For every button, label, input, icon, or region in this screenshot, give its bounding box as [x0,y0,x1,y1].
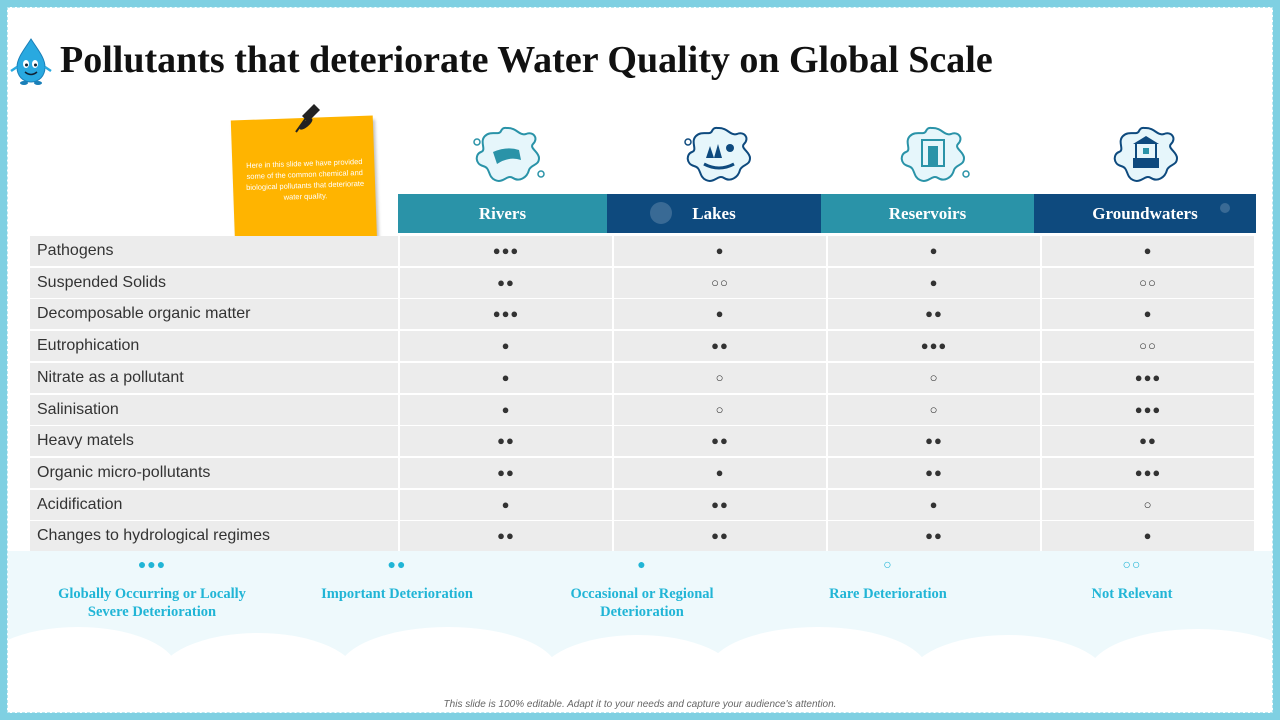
legend-item: ● Occasional or Regional Deterioration [527,555,757,621]
row-label: Heavy matels [30,426,398,457]
column-header-rivers: Rivers [398,194,607,233]
legend-band [8,551,1272,663]
legend-label: Not Relevant [1091,586,1173,602]
rating-cell: ● [1042,521,1254,552]
rating-cell: ●● [400,426,612,457]
legend-symbol: ●● [387,558,407,573]
rating-cell: ○ [828,362,1040,393]
row-label: Pathogens [30,236,398,266]
rating-cell: ● [614,236,826,266]
legend-symbol: ○ [883,558,893,573]
rating-cell: ●●● [400,299,612,330]
rating-cell: ● [614,457,826,488]
lake-icon [680,122,758,190]
row-label: Decomposable organic matter [30,299,398,330]
rating-cell: ● [828,489,1040,520]
rating-cell: ○ [828,394,1040,425]
rating-cell: ● [828,236,1040,266]
column-header-lakes: Lakes [607,194,821,233]
reservoir-icon [894,122,972,190]
water-drop-mascot-icon [10,38,52,85]
river-icon [469,122,547,190]
legend-item: ●● Important Deterioration [282,555,512,603]
rating-cell: ●●● [1042,362,1254,393]
rating-cell: ●● [828,426,1040,457]
rating-cell: ○○ [1042,267,1254,298]
well-icon [1107,122,1185,190]
rating-cell: ● [1042,236,1254,266]
rating-cell: ○ [614,362,826,393]
rating-cell: ○○ [1042,331,1254,362]
rating-cell: ● [400,331,612,362]
rating-cell: ●● [614,489,826,520]
rating-cell: ● [400,362,612,393]
rating-cell: ●● [614,331,826,362]
rating-cell: ●● [614,521,826,552]
rating-cell: ● [400,394,612,425]
pushpin-icon [295,104,320,133]
row-label: Organic micro-pollutants [30,457,398,488]
rating-cell: ●● [828,457,1040,488]
rating-cell: ● [1042,299,1254,330]
row-label: Salinisation [30,394,398,425]
rating-cell: ○○ [614,267,826,298]
row-label: Suspended Solids [30,267,398,298]
rating-cell: ●●● [828,331,1040,362]
legend-label: Rare Deterioration [829,586,947,602]
rating-cell: ●●● [1042,457,1254,488]
sticky-note-text: Here in this slide we have provided some… [245,156,365,202]
rating-cell: ●●● [400,236,612,266]
page-title: Pollutants that deteriorate Water Qualit… [60,39,993,81]
row-label: Eutrophication [30,331,398,362]
rating-cell: ●● [828,521,1040,552]
decorative-bubble [650,202,672,224]
legend-item: ●●● Globally Occurring or Locally Severe … [37,555,267,621]
footer-note: This slide is 100% editable. Adapt it to… [443,699,837,710]
legend-symbol: ○○ [1122,558,1142,573]
legend-item: ○○ Not Relevant [1017,555,1247,603]
decorative-bubble [1220,203,1230,213]
rating-cell: ●●● [1042,394,1254,425]
rating-cell: ●● [1042,426,1254,457]
rating-cell: ● [828,267,1040,298]
rating-cell: ● [614,299,826,330]
rating-cell: ● [400,489,612,520]
column-header-reservoirs: Reservoirs [821,194,1034,233]
legend-label: Globally Occurring or Locally Severe Det… [58,586,246,620]
legend-label: Occasional or Regional Deterioration [570,586,714,620]
rating-cell: ●● [828,299,1040,330]
row-label: Changes to hydrological regimes [30,521,398,552]
rating-cell: ●● [614,426,826,457]
column-header-groundwaters: Groundwaters [1034,194,1256,233]
rating-cell: ○ [614,394,826,425]
rating-cell: ●● [400,457,612,488]
legend-label: Important Deterioration [321,586,473,602]
legend-item: ○ Rare Deterioration [773,555,1003,603]
rating-cell: ●● [400,267,612,298]
legend-symbol: ●●● [137,558,167,573]
rating-cell: ○ [1042,489,1254,520]
rating-cell: ●● [400,521,612,552]
legend-symbol: ● [637,558,647,573]
row-label: Nitrate as a pollutant [30,362,398,393]
row-label: Acidification [30,489,398,520]
